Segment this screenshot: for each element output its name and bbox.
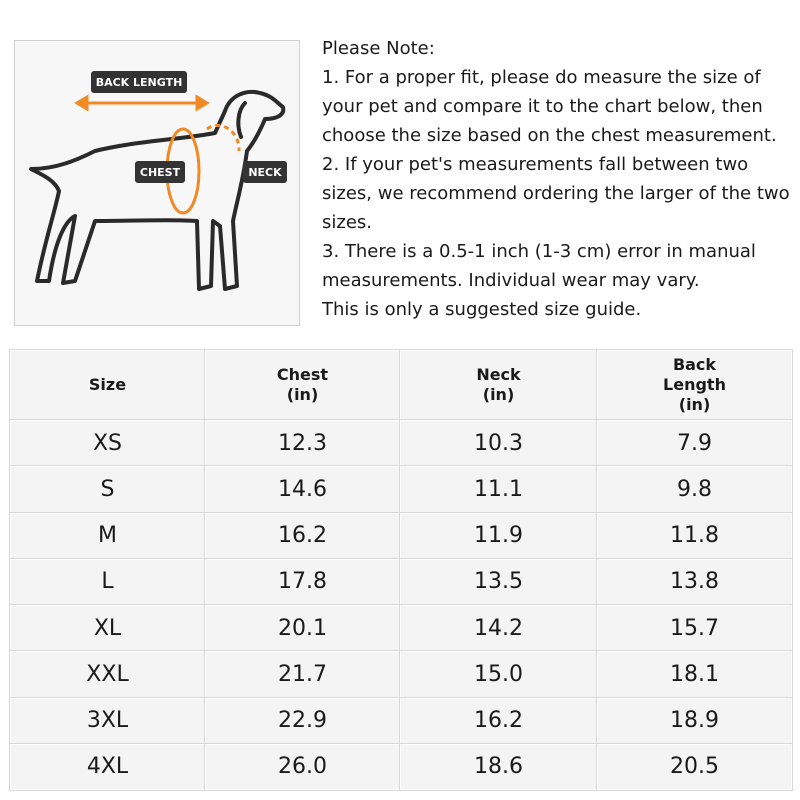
table-cell: XL <box>9 603 206 653</box>
note-line: sizes, we recommend ordering the larger … <box>322 183 790 204</box>
note: Please Note: 1. For a proper fit, please… <box>322 34 790 324</box>
header-cell: Chest (in) <box>204 349 401 421</box>
table-cell: 4XL <box>9 742 206 792</box>
table-cell: M <box>9 511 206 560</box>
table-cell: 14.2 <box>399 603 598 653</box>
table-cell: 11.1 <box>399 465 598 514</box>
note-line: choose the size based on the chest measu… <box>322 125 777 146</box>
header-text: (in) <box>286 385 319 404</box>
header-cell: Back Length (in) <box>596 349 793 421</box>
chest-label: CHEST <box>140 166 181 179</box>
label-box <box>91 71 187 93</box>
table-cell: 18.9 <box>596 696 793 745</box>
dog-diagram: BACK LENGTH CHEST NECK <box>14 40 300 326</box>
dog-illustration: BACK LENGTH CHEST NECK <box>29 71 287 291</box>
label-box <box>243 161 287 183</box>
header-text: Chest <box>276 365 329 384</box>
table-cell: 3XL <box>9 696 206 745</box>
table-cell: S <box>9 465 206 514</box>
table-cell: 20.5 <box>596 742 793 792</box>
label-box <box>135 161 185 183</box>
note-line: your pet and compare it to the chart bel… <box>322 96 763 117</box>
header-cell: Neck (in) <box>399 349 598 421</box>
table-cell: 17.8 <box>204 557 401 607</box>
table-cell: 10.3 <box>399 418 598 468</box>
table-cell: L <box>9 557 206 607</box>
note-line: sizes. <box>322 212 373 233</box>
header-text: Back <box>672 355 717 374</box>
table-cell: XS <box>9 418 206 468</box>
size-table: Size Chest (in) Neck (in) Back Length (in) XS 12.… <box>9 349 793 792</box>
table-cell: 20.1 <box>204 603 401 653</box>
table-cell: 21.7 <box>204 650 401 699</box>
header-text: Length <box>663 375 726 394</box>
header-text: Size <box>88 375 127 394</box>
table-cell: 14.6 <box>204 465 401 514</box>
header-text: Neck <box>476 365 521 384</box>
note-line: 1. For a proper fit, please do measure t… <box>322 67 761 88</box>
table-cell: 12.3 <box>204 418 401 468</box>
neck-label: NECK <box>248 166 282 179</box>
table-cell: 11.9 <box>399 511 598 560</box>
note-line: 2. If your pet's measurements fall betwe… <box>322 154 749 175</box>
back-length-label: BACK LENGTH <box>96 76 183 89</box>
table-cell: 15.0 <box>399 650 598 699</box>
table-cell: 9.8 <box>596 465 793 514</box>
table-cell: 11.8 <box>596 511 793 560</box>
header-cell: Size <box>9 349 206 421</box>
table-cell: 13.8 <box>596 557 793 607</box>
table-cell: 13.5 <box>399 557 598 607</box>
table-cell: XXL <box>9 650 206 699</box>
table-cell: 15.7 <box>596 603 793 653</box>
table-cell: 16.2 <box>399 696 598 745</box>
header-text: (in) <box>678 395 711 414</box>
table-cell: 7.9 <box>596 418 793 468</box>
table-cell: 16.2 <box>204 511 401 560</box>
note-title: Please Note: <box>322 38 435 59</box>
note-line: 3. There is a 0.5-1 inch (1-3 cm) error … <box>322 241 756 262</box>
table-cell: 22.9 <box>204 696 401 745</box>
note-line: measurements. Individual wear may vary. <box>322 270 700 291</box>
header-text: (in) <box>482 385 515 404</box>
table-cell: 18.1 <box>596 650 793 699</box>
table-cell: 18.6 <box>399 742 598 792</box>
table-cell: 26.0 <box>204 742 401 792</box>
note-line: This is only a suggested size guide. <box>322 299 642 320</box>
